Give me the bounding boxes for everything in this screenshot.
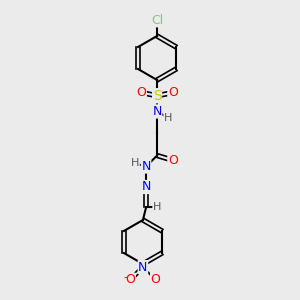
Text: N: N [138, 261, 148, 274]
Text: -: - [124, 272, 128, 282]
Text: O: O [168, 86, 178, 99]
Text: H: H [164, 113, 172, 123]
Text: H: H [153, 202, 161, 212]
Text: H: H [131, 158, 139, 168]
Text: O: O [125, 273, 135, 286]
Text: N: N [152, 105, 162, 118]
Text: O: O [151, 273, 160, 286]
Text: O: O [168, 154, 178, 167]
Text: S: S [153, 89, 161, 103]
Text: N: N [141, 160, 151, 173]
Text: O: O [136, 86, 146, 99]
Text: N: N [141, 181, 151, 194]
Text: Cl: Cl [151, 14, 163, 27]
